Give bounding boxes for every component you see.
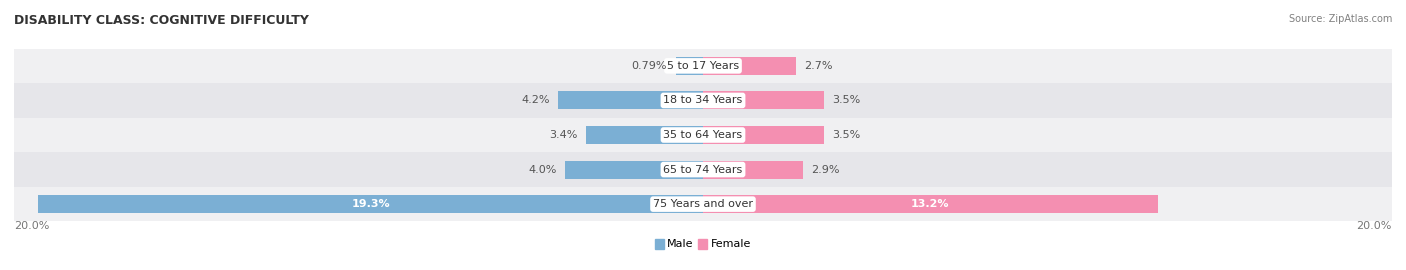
Bar [14,152,1392,187]
Text: 4.0%: 4.0% [529,164,557,175]
Bar [14,187,1392,221]
Text: DISABILITY CLASS: COGNITIVE DIFFICULTY: DISABILITY CLASS: COGNITIVE DIFFICULTY [14,14,309,26]
Text: 65 to 74 Years: 65 to 74 Years [664,164,742,175]
Bar [565,161,703,178]
Text: 35 to 64 Years: 35 to 64 Years [664,130,742,140]
Text: 3.4%: 3.4% [548,130,578,140]
Bar [703,92,824,109]
Legend: Male, Female: Male, Female [651,234,755,254]
Bar [703,161,803,178]
Text: 19.3%: 19.3% [352,199,389,209]
Text: Source: ZipAtlas.com: Source: ZipAtlas.com [1288,14,1392,23]
Bar [703,126,824,144]
Bar [676,57,703,75]
Text: 18 to 34 Years: 18 to 34 Years [664,95,742,106]
Bar [703,57,796,75]
Text: 2.7%: 2.7% [804,61,834,71]
Bar [14,118,1392,152]
Text: 20.0%: 20.0% [14,221,49,231]
Text: 13.2%: 13.2% [911,199,949,209]
Bar [14,49,1392,83]
Text: 3.5%: 3.5% [832,130,860,140]
Bar [38,195,703,213]
Bar [586,126,703,144]
Text: 4.2%: 4.2% [522,95,550,106]
Text: 5 to 17 Years: 5 to 17 Years [666,61,740,71]
Bar [14,83,1392,118]
Text: 75 Years and over: 75 Years and over [652,199,754,209]
Text: 3.5%: 3.5% [832,95,860,106]
Text: 2.9%: 2.9% [811,164,839,175]
Text: 20.0%: 20.0% [1357,221,1392,231]
Bar [703,195,1157,213]
Text: 0.79%: 0.79% [631,61,668,71]
Bar [558,92,703,109]
